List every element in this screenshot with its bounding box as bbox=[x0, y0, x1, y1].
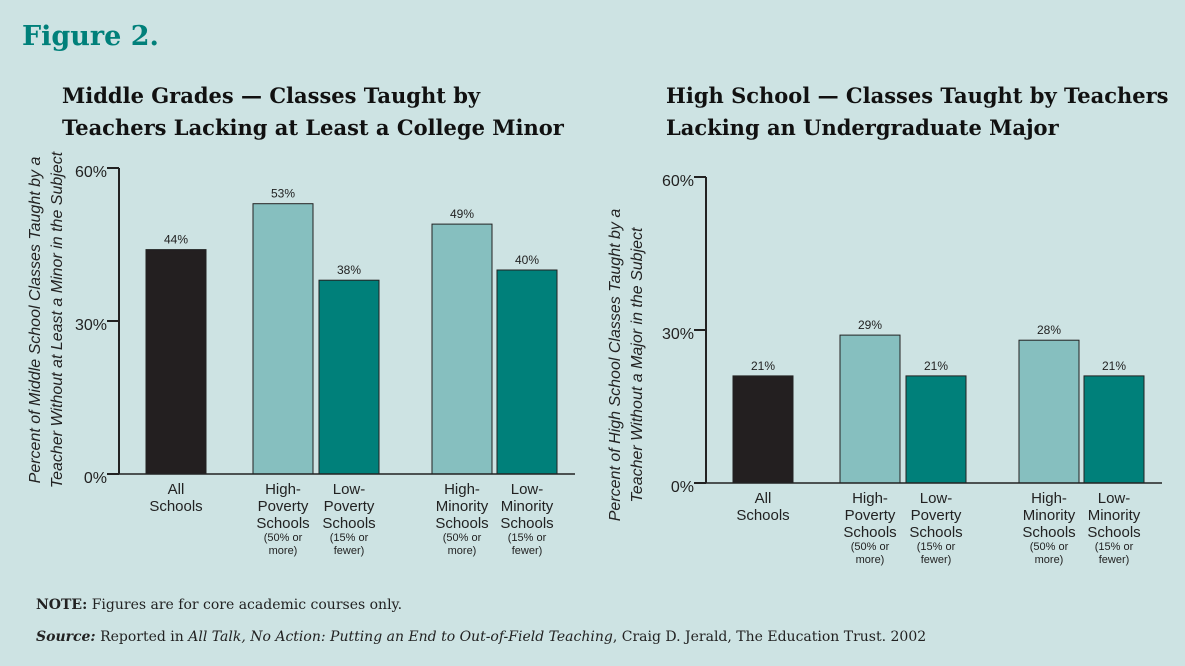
value-label: 49% bbox=[450, 207, 474, 221]
x-tick-label: Minority bbox=[1023, 507, 1076, 524]
chart-title: Teachers Lacking at Least a College Mino… bbox=[62, 115, 565, 140]
x-tick-note: more) bbox=[269, 545, 298, 557]
x-tick-label: Schools bbox=[435, 515, 488, 532]
x-tick-label: Poverty bbox=[911, 507, 962, 524]
y-tick-label: 30% bbox=[662, 326, 694, 343]
value-label: 40% bbox=[515, 253, 539, 267]
y-tick-label: 60% bbox=[662, 173, 694, 190]
source: Source: Reported in All Talk, No Action:… bbox=[36, 629, 926, 645]
x-tick-label: Poverty bbox=[324, 498, 375, 515]
note-label: NOTE: bbox=[36, 597, 87, 613]
source-label: Source: bbox=[36, 629, 96, 645]
x-tick-note: (15% or bbox=[330, 532, 369, 544]
x-tick-note: more) bbox=[448, 545, 477, 557]
x-tick-note: fewer) bbox=[921, 554, 952, 566]
x-tick-note: (50% or bbox=[443, 532, 482, 544]
x-tick-label: Minority bbox=[436, 498, 489, 515]
chart-title: High School — Classes Taught by Teachers bbox=[666, 83, 1169, 108]
value-label: 53% bbox=[271, 187, 295, 201]
x-tick-label: Schools bbox=[322, 515, 375, 532]
bar bbox=[905, 375, 967, 484]
x-tick-note: (50% or bbox=[1030, 541, 1069, 553]
bar bbox=[839, 334, 901, 484]
value-label: 21% bbox=[924, 359, 948, 373]
source-title: All Talk, No Action: Putting an End to O… bbox=[186, 629, 613, 645]
x-tick-label: Schools bbox=[500, 515, 553, 532]
value-label: 21% bbox=[751, 359, 775, 373]
source-prefix: Reported in bbox=[100, 629, 184, 645]
figure-title: Figure 2. bbox=[22, 21, 159, 52]
x-tick-label: Schools bbox=[1087, 524, 1140, 541]
bar bbox=[252, 203, 314, 475]
value-label: 38% bbox=[337, 263, 361, 277]
x-tick-note: fewer) bbox=[334, 545, 365, 557]
source-rest: , Craig D. Jerald, The Education Trust. … bbox=[613, 629, 926, 645]
note: NOTE: Figures are for core academic cour… bbox=[36, 597, 402, 613]
x-tick-note: (50% or bbox=[851, 541, 890, 553]
x-tick-label: Minority bbox=[501, 498, 554, 515]
x-tick-note: (15% or bbox=[1095, 541, 1134, 553]
y-tick-label: 0% bbox=[671, 479, 694, 496]
x-tick-label: Schools bbox=[149, 498, 202, 515]
x-tick-note: fewer) bbox=[512, 545, 543, 557]
x-tick-note: more) bbox=[856, 554, 885, 566]
x-tick-note: fewer) bbox=[1099, 554, 1130, 566]
x-tick-note: more) bbox=[1035, 554, 1064, 566]
y-axis-label: Teacher Without a Major in the Subject bbox=[629, 227, 646, 503]
x-tick-label: Low- bbox=[511, 481, 544, 498]
x-tick-label: High- bbox=[1031, 490, 1067, 507]
y-axis-label: Percent of Middle School Classes Taught … bbox=[27, 157, 44, 484]
value-label: 28% bbox=[1037, 323, 1061, 337]
bar bbox=[1083, 375, 1145, 484]
x-tick-note: (50% or bbox=[264, 532, 303, 544]
x-tick-label: Schools bbox=[1022, 524, 1075, 541]
x-tick-label: All bbox=[168, 481, 185, 498]
bar bbox=[496, 269, 558, 475]
chart-title: Middle Grades — Classes Taught by bbox=[62, 83, 481, 108]
x-tick-label: Minority bbox=[1088, 507, 1141, 524]
value-label: 29% bbox=[858, 318, 882, 332]
x-tick-note: (15% or bbox=[917, 541, 956, 553]
x-tick-label: Low- bbox=[333, 481, 366, 498]
x-tick-label: Schools bbox=[909, 524, 962, 541]
x-tick-label: Poverty bbox=[258, 498, 309, 515]
y-axis-label: Percent of High School Classes Taught by… bbox=[607, 209, 624, 522]
value-label: 44% bbox=[164, 233, 188, 247]
x-tick-label: Schools bbox=[736, 507, 789, 524]
x-tick-label: Schools bbox=[256, 515, 309, 532]
note-text: Figures are for core academic courses on… bbox=[92, 597, 402, 613]
x-tick-label: Low- bbox=[1098, 490, 1131, 507]
y-tick-label: 30% bbox=[75, 317, 107, 334]
x-tick-label: All bbox=[755, 490, 772, 507]
bar bbox=[732, 375, 794, 484]
bar bbox=[1018, 339, 1080, 484]
y-tick-label: 0% bbox=[84, 470, 107, 487]
bar bbox=[431, 223, 493, 475]
bar bbox=[145, 249, 207, 475]
y-axis-label: Teacher Without at Least a Minor in the … bbox=[49, 151, 66, 488]
x-tick-note: (15% or bbox=[508, 532, 547, 544]
bar bbox=[318, 279, 380, 475]
value-label: 21% bbox=[1102, 359, 1126, 373]
y-tick-label: 60% bbox=[75, 164, 107, 181]
x-tick-label: High- bbox=[852, 490, 888, 507]
x-tick-label: High- bbox=[444, 481, 480, 498]
chart-title: Lacking an Undergraduate Major bbox=[666, 115, 1060, 140]
x-tick-label: High- bbox=[265, 481, 301, 498]
x-tick-label: Low- bbox=[920, 490, 953, 507]
x-tick-label: Poverty bbox=[845, 507, 896, 524]
x-tick-label: Schools bbox=[843, 524, 896, 541]
